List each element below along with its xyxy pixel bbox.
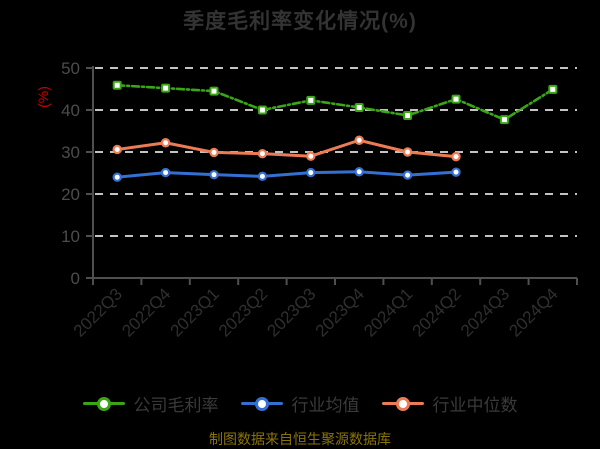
legend: 公司毛利率 行业均值 行业中位数: [0, 391, 600, 416]
series-line-2: [115, 138, 458, 159]
legend-circle-icon: [254, 396, 269, 411]
y-axis-unit-label: (%): [35, 86, 51, 108]
legend-item-0[interactable]: 公司毛利率: [82, 391, 219, 416]
data-point-marker: [451, 151, 461, 162]
legend-label: 行业均值: [291, 396, 360, 415]
data-point-marker: [161, 83, 171, 93]
data-point-marker: [403, 110, 413, 120]
x-tick-label: 2024Q4: [505, 284, 561, 340]
legend-marker-icon: [381, 396, 424, 411]
legend-label: 行业中位数: [432, 396, 518, 415]
data-point-marker: [209, 147, 219, 158]
data-point-marker: [112, 172, 122, 182]
series-line-0: [115, 83, 555, 121]
legend-marker-icon: [82, 396, 125, 411]
y-tick-label: 0: [71, 269, 80, 288]
data-point-marker: [112, 144, 122, 155]
chart-title: 季度毛利率变化情况(%): [183, 10, 417, 33]
data-point-marker: [160, 167, 171, 178]
y-tick-label: 40: [61, 101, 80, 120]
y-tick-label: 50: [61, 59, 80, 78]
y-tick-label: 30: [61, 143, 80, 162]
data-point-marker: [354, 102, 364, 112]
data-point-marker: [112, 80, 122, 90]
legend-marker-icon: [240, 396, 283, 411]
legend-label: 公司毛利率: [133, 396, 219, 415]
y-tick-label: 10: [61, 227, 80, 246]
plot-area: 01020304050(%)2022Q32022Q42023Q12023Q220…: [35, 59, 578, 341]
data-point-marker: [306, 95, 316, 105]
x-tick-label: 2024Q1: [360, 284, 416, 340]
legend-circle-icon: [395, 396, 410, 411]
x-tick-label: 2023Q2: [215, 284, 271, 340]
x-tick-label: 2023Q4: [312, 284, 368, 340]
legend-circle-icon: [96, 396, 111, 411]
data-point-marker: [209, 169, 219, 180]
data-source-caption: 制图数据来自恒生聚源数据库: [209, 431, 391, 447]
series-line-1: [115, 170, 458, 179]
data-point-marker: [548, 84, 558, 94]
x-tick-label: 2023Q1: [167, 284, 223, 340]
data-point-marker: [451, 94, 461, 104]
data-point-marker: [402, 170, 413, 180]
data-point-marker: [354, 167, 364, 177]
data-point-marker: [354, 135, 364, 145]
x-tick-label: 2022Q3: [70, 284, 126, 340]
legend-item-1[interactable]: 行业均值: [240, 391, 360, 416]
x-tick-label: 2024Q2: [409, 284, 465, 340]
data-point-marker: [257, 148, 268, 159]
data-point-marker: [160, 138, 171, 148]
data-point-marker: [451, 167, 461, 177]
x-tick-label: 2023Q3: [263, 284, 319, 340]
data-point-marker: [209, 86, 219, 96]
y-tick-label: 20: [61, 185, 80, 204]
legend-item-2[interactable]: 行业中位数: [381, 391, 518, 416]
data-point-marker: [306, 151, 316, 161]
x-tick-label: 2024Q3: [457, 284, 513, 340]
data-point-marker: [257, 171, 268, 182]
data-point-marker: [306, 167, 316, 178]
data-point-marker: [257, 105, 267, 115]
data-point-marker: [499, 115, 509, 125]
data-point-marker: [402, 147, 413, 157]
x-tick-label: 2022Q4: [118, 284, 174, 340]
